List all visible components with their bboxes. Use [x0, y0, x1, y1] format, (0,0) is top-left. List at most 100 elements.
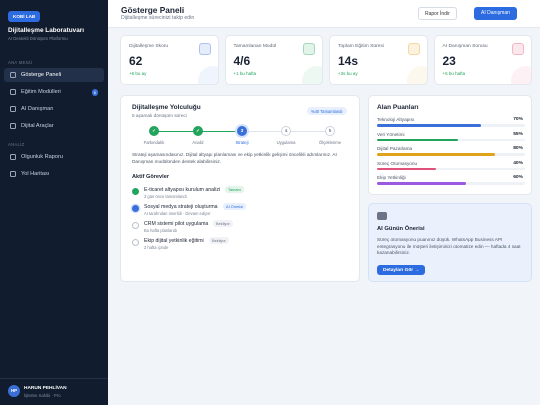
stat-label: Toplam Eğitim Süresi — [338, 44, 384, 49]
nav-label: Yol Haritası — [21, 171, 50, 177]
score-track — [377, 182, 525, 185]
stat-value: 4/6 — [233, 54, 251, 68]
nav-item[interactable]: AI Danışman — [4, 102, 104, 116]
nav-item[interactable]: Eğitim Modülleri 6 — [4, 85, 104, 99]
score-bar — [377, 167, 437, 171]
user-role: İşletme Sahibi · Pro — [24, 393, 61, 398]
score-value: 55% — [513, 131, 523, 137]
stat-delta: +1 bu hafta — [233, 71, 257, 76]
stat-decoration — [197, 66, 218, 84]
nav-item[interactable]: Gösterge Paneli — [4, 68, 104, 82]
task-title: CRM sistemi pilot uygulama — [144, 221, 209, 227]
stat-value: 23 — [442, 54, 456, 68]
task-title: Ekip dijital yetkinlik eğitimi — [144, 238, 204, 244]
step-label: Farkındalık — [143, 140, 165, 145]
page-subtitle: Dijitalleşme sürecinizi takip edin — [121, 15, 195, 21]
step-label: Ölçeklenme — [318, 140, 342, 145]
logo-badge: KOBİ LAB — [8, 11, 41, 22]
nav-item[interactable]: Yol Haritası — [4, 167, 104, 181]
nav-label: Gösterge Paneli — [21, 72, 62, 78]
stat-delta: +3s bu ay — [338, 71, 358, 76]
nav-icon — [10, 154, 16, 160]
score-track — [377, 153, 525, 156]
stage-note: Strateji aşamasındasınız. Dijital altyap… — [132, 152, 337, 164]
scores-title: Alan Puanları — [377, 104, 419, 111]
task-title: Sosyal medya strateji oluşturma — [144, 204, 218, 210]
nav-label: Olgunluk Raporu — [21, 154, 63, 160]
tip-button[interactable]: Detayları Gör → — [377, 265, 426, 275]
task-badge: Bekliyor — [213, 220, 233, 227]
nav-icon — [10, 106, 16, 112]
nav-icon — [10, 123, 16, 129]
stat-card: AI Danışman Sorusu 23 +5 bu hafta — [433, 35, 532, 85]
stat-delta: +6 bu ay — [129, 71, 147, 76]
report-button[interactable]: Rapor İndir — [418, 7, 457, 20]
stat-icon — [198, 43, 211, 55]
score-track — [377, 138, 525, 142]
tip-title: AI Günün Önerisi — [377, 226, 425, 232]
task-title: E-ticaret altyapısı kurulum analizi — [144, 187, 221, 193]
nav-item[interactable]: Dijital Araçlar — [4, 119, 104, 133]
user-name: HARUN PEHLİVAN — [24, 386, 67, 391]
score-bar — [377, 153, 496, 156]
score-value: 70% — [513, 117, 523, 122]
nav-icon — [10, 171, 16, 177]
task-sub: 2 hafta içinde — [144, 245, 169, 250]
nav-icon — [10, 89, 16, 95]
score-bar — [377, 124, 481, 127]
score-value: 60% — [513, 175, 523, 180]
nav-icon — [10, 72, 16, 78]
stat-label: AI Danışman Sorusu — [442, 44, 488, 49]
stat-icon — [303, 43, 315, 55]
step-circle: ✓ — [193, 126, 203, 136]
stat-delta: +5 bu hafta — [442, 71, 466, 76]
ai-button[interactable]: AI Danışman — [474, 7, 517, 20]
task-badge: Tamam — [225, 186, 244, 193]
score-value: 40% — [513, 160, 523, 166]
task-badge: AI Önerisi — [223, 203, 247, 210]
scores-card: Alan Puanları Teknoloji Altyapısı 70% Veri … — [368, 95, 532, 195]
task-check[interactable] — [132, 188, 139, 195]
tip-text: Süreç otomasyonu puanınız düşük. WhatsAp… — [377, 237, 521, 255]
stat-card: Tamamlanan Modül 4/6 +1 bu hafta — [224, 35, 323, 85]
sidebar-subtitle: AI Destekli Dönüşüm Platformu — [8, 36, 68, 41]
section-heading: ANALİZ — [8, 142, 25, 147]
step-circle: 3 — [237, 126, 247, 136]
step-label: Uygulama — [276, 140, 296, 145]
score-track — [377, 167, 525, 171]
stat-value: 62 — [129, 54, 143, 68]
sidebar: KOBİ LAB Dijitalleşme Laboratuvarı AI Dest… — [0, 0, 108, 405]
task-sub: 3 gün önce tamamlandı — [144, 194, 187, 199]
stat-card: Dijitalleşme Skoru 62 +6 bu ay — [120, 35, 219, 85]
task-sub: AI tarafından önerildi · Devam ediyor — [144, 211, 211, 216]
score-bar — [377, 138, 459, 142]
score-label: Ekip Yetkinliği — [377, 175, 406, 180]
stat-decoration — [511, 66, 532, 84]
nav-label: Dijital Araçlar — [21, 123, 54, 129]
progress-badge: %40 Tamamlandı — [307, 107, 347, 115]
step-label: Strateji — [235, 140, 249, 145]
score-bar — [377, 182, 466, 185]
nav-badge: 6 — [91, 88, 98, 96]
task-check[interactable] — [132, 239, 139, 246]
stat-value: 14s — [338, 54, 359, 68]
task-sub: Bu hafta planlandı — [144, 228, 178, 233]
score-label: Teknoloji Altyapısı — [377, 117, 415, 122]
sidebar-title: Dijitalleşme Laboratuvarı — [8, 27, 85, 34]
task-check[interactable] — [132, 222, 139, 229]
step-label: Analiz — [192, 140, 204, 145]
task-check[interactable] — [132, 205, 139, 212]
user-panel: HP HARUN PEHLİVAN İşletme Sahibi · Pro — [0, 378, 108, 405]
stat-decoration — [406, 66, 427, 84]
nav-label: AI Danışman — [21, 106, 54, 112]
score-track — [377, 124, 525, 127]
section-heading: ANA MENÜ — [8, 60, 33, 65]
nav-item[interactable]: Olgunluk Raporu — [4, 150, 104, 164]
tip-card: AI Günün Önerisi Süreç otomasyonu puanını… — [368, 203, 532, 282]
stat-card: Toplam Eğitim Süresi 14s +3s bu ay — [329, 35, 428, 85]
tasks-title: Aktif Görevler — [132, 174, 169, 180]
stat-label: Tamamlanan Modül — [233, 44, 277, 49]
step-circle: 5 — [325, 126, 335, 136]
header: Gösterge Paneli Dijitalleşme sürecinizi t… — [108, 0, 540, 28]
